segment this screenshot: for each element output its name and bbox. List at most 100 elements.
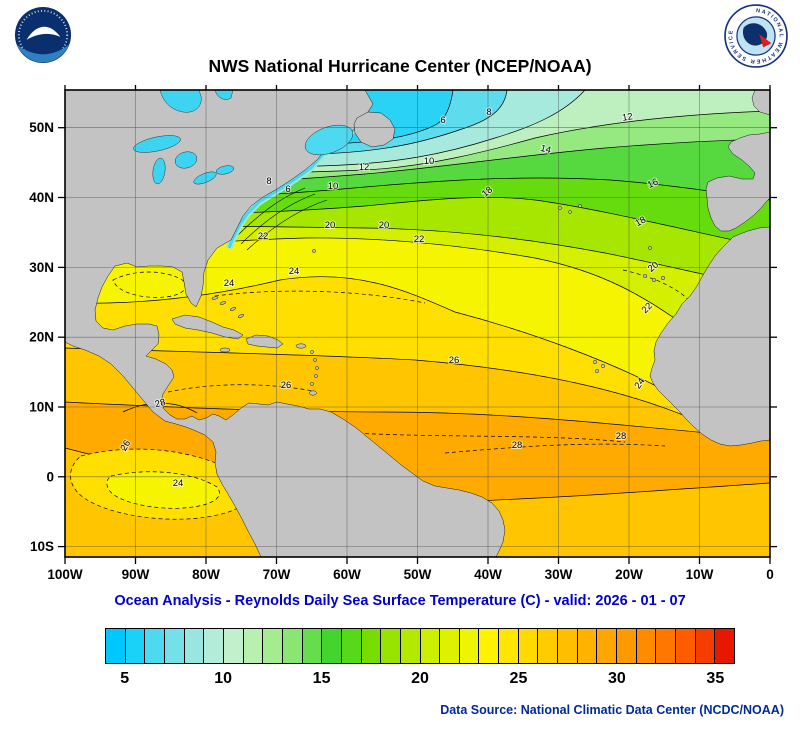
island-jamaica	[219, 347, 231, 353]
colorbar-tick-label: 30	[607, 670, 626, 687]
contour-label: 20	[379, 220, 390, 231]
azores-2	[568, 210, 572, 214]
gulf-of-mexico-contour	[112, 271, 186, 298]
bahamas-2	[229, 307, 237, 311]
colorbar-cell	[263, 629, 283, 663]
lat-label: 40N	[29, 190, 54, 205]
contour-label: 24	[289, 266, 300, 277]
azores-3	[578, 204, 582, 208]
colorbar-tick-label: 15	[312, 670, 331, 687]
colorbar: 5 10 15 20 25 30 35	[105, 628, 735, 690]
colorbar-cell	[459, 629, 480, 663]
lat-label: 20N	[29, 330, 54, 345]
lon-label: 60W	[333, 567, 361, 582]
cape-verde-1	[592, 359, 598, 365]
colorbar-cell	[676, 629, 696, 663]
tropical-contour-a	[322, 430, 626, 443]
lake-huron	[174, 151, 198, 169]
nws-flag-icon	[759, 33, 772, 48]
james-bay	[159, 90, 202, 113]
lon-label: 80W	[192, 567, 220, 582]
lon-label: 10W	[686, 567, 714, 582]
bahamas-4	[211, 296, 219, 300]
hudson-bay	[214, 90, 234, 100]
colorbar-tick-label: 5	[120, 670, 130, 687]
colorbar-cell	[695, 629, 716, 663]
plot-layers	[65, 90, 770, 557]
colorbar-cell	[204, 629, 224, 663]
lon-label: 100W	[47, 567, 83, 582]
colorbar-cell	[715, 629, 734, 663]
bahamas-3	[238, 313, 244, 319]
antilles-3	[315, 366, 319, 370]
island-newfoundland	[353, 111, 396, 148]
azores-1	[558, 206, 562, 210]
contour-label: 6	[440, 115, 445, 126]
canary-2	[651, 277, 657, 283]
colorbar-cell	[223, 629, 244, 663]
grid-lines	[65, 90, 770, 557]
colorbar-tick-label: 35	[706, 670, 725, 687]
colorbar-cell	[381, 629, 401, 663]
antilles-4	[314, 374, 318, 378]
lon-label: 0	[766, 567, 774, 582]
cape-verde-3	[594, 368, 600, 374]
lake-ontario	[215, 165, 235, 175]
contour-label: 24	[224, 278, 235, 289]
noaa-gull-icon	[26, 26, 61, 40]
lon-label: 70W	[263, 567, 291, 582]
colorbar-cell	[440, 629, 460, 663]
contour-label: 16	[646, 177, 660, 191]
inland-water	[133, 90, 354, 185]
colorbar-cell	[617, 629, 637, 663]
lat-label: 10N	[29, 400, 54, 415]
antilles-2	[313, 358, 317, 362]
island-trinidad	[309, 390, 317, 396]
colorbar-cell	[125, 629, 146, 663]
nws-logo-icon: NATIONAL WEATHER SERVICE	[724, 4, 788, 68]
colorbar-cell	[577, 629, 598, 663]
colorbar-tick-label: 10	[214, 670, 233, 687]
colorbar-cell	[597, 629, 618, 663]
lake-superior	[133, 135, 181, 153]
contour-label: 24	[173, 478, 184, 489]
contour-label: 28	[512, 440, 523, 451]
colorbar-cell	[184, 629, 205, 663]
lake-michigan	[152, 157, 166, 185]
contour-label: 28	[154, 397, 167, 410]
noaa-logo-icon	[14, 6, 72, 64]
island-bermuda	[312, 249, 316, 253]
shelf-front-c	[246, 199, 328, 251]
contour-label: 22	[258, 231, 269, 242]
noaa-wave	[16, 44, 70, 63]
colorbar-cell	[361, 629, 382, 663]
island-hispaniola	[245, 334, 284, 349]
isotherm-detail-lines	[70, 187, 692, 520]
bahamas-1	[219, 301, 227, 305]
contour-label: 20	[325, 220, 336, 231]
lon-label: 50W	[404, 567, 432, 582]
colorbar-cells	[105, 628, 735, 664]
page-title: NWS National Hurricane Center (NCEP/NOAA…	[208, 56, 592, 76]
colorbar-cell	[636, 629, 657, 663]
antilles-5	[310, 382, 314, 386]
tropical-contour-b	[444, 443, 666, 454]
colorbar-cell	[106, 629, 126, 663]
landmasses	[65, 90, 770, 557]
colorbar-cell	[558, 629, 578, 663]
contour-label: 26	[449, 355, 460, 366]
contour-label: 8	[486, 107, 491, 118]
islands	[171, 111, 666, 396]
landmass-england	[751, 90, 770, 116]
island-madeira	[648, 246, 652, 250]
lat-label: 30N	[29, 260, 54, 275]
lon-label: 20W	[615, 567, 643, 582]
colorbar-cell	[282, 629, 303, 663]
colorbar-cell	[322, 629, 342, 663]
pacific-cold-tongue-inner	[106, 471, 220, 509]
colorbar-cell	[656, 629, 677, 663]
noaa-circle	[14, 6, 72, 64]
colorbar-cell	[420, 629, 441, 663]
